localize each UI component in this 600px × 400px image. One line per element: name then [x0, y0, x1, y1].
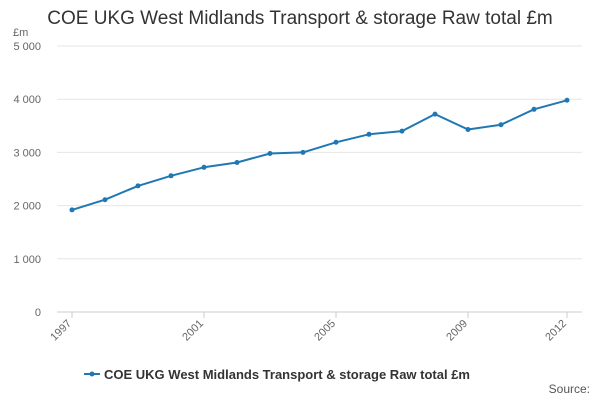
data-point[interactable]	[366, 131, 372, 137]
x-tick-label: 2005	[312, 318, 338, 344]
data-point[interactable]	[267, 150, 273, 156]
data-point[interactable]	[201, 164, 207, 170]
y-axis-ticks: 0 1 000 2 000 3 000 4 000 5 000	[13, 41, 41, 319]
legend[interactable]: COE UKG West Midlands Transport & storag…	[84, 367, 470, 382]
data-point[interactable]	[69, 207, 75, 213]
chart-title: COE UKG West Midlands Transport & storag…	[47, 8, 553, 29]
y-axis-unit-label: £m	[13, 27, 29, 39]
source-label: Source:	[548, 382, 590, 396]
x-tick-label: 1997	[48, 318, 74, 344]
data-point[interactable]	[102, 197, 108, 203]
data-point[interactable]	[135, 183, 141, 189]
data-point[interactable]	[531, 106, 537, 112]
y-tick-label: 3 000	[13, 147, 41, 159]
data-point[interactable]	[564, 97, 570, 103]
series-line	[71, 99, 568, 211]
data-point[interactable]	[234, 160, 240, 166]
gridlines	[57, 45, 582, 313]
x-tick-label: 2001	[180, 318, 206, 344]
data-point[interactable]	[333, 139, 339, 145]
y-tick-label: 5 000	[13, 41, 41, 53]
x-axis-ticks: 1997 2001 2005 2009 2012	[48, 312, 569, 343]
data-point[interactable]	[300, 149, 306, 155]
y-tick-label: 0	[35, 307, 41, 319]
data-point[interactable]	[498, 122, 504, 128]
y-tick-label: 1 000	[13, 254, 41, 266]
data-point[interactable]	[465, 127, 471, 133]
legend-marker	[89, 371, 95, 377]
x-tick-label: 2012	[543, 318, 569, 344]
legend-label: COE UKG West Midlands Transport & storag…	[104, 367, 470, 382]
series-layer	[69, 97, 570, 213]
y-tick-label: 4 000	[13, 94, 41, 106]
data-point[interactable]	[432, 111, 438, 117]
data-point[interactable]	[399, 128, 405, 134]
data-point[interactable]	[168, 173, 174, 179]
x-tick-label: 2009	[444, 318, 470, 344]
y-tick-label: 2 000	[13, 201, 41, 213]
